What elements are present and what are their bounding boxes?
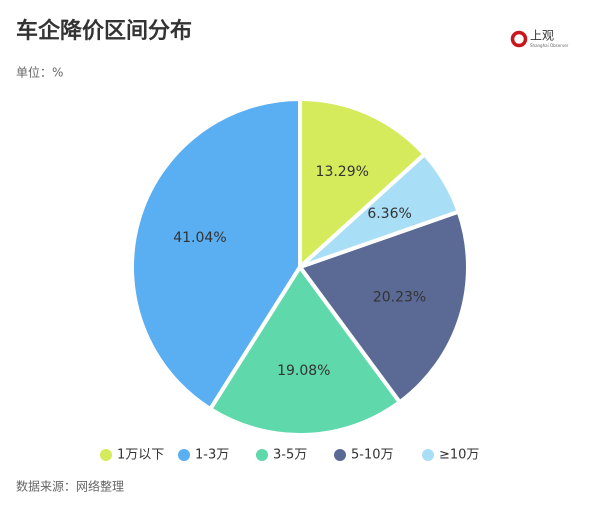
legend-marker: [422, 449, 434, 461]
pie-slice: [298, 152, 461, 269]
data-label: 41.04%: [173, 230, 226, 246]
logo-icon: [510, 30, 528, 48]
data-label: 19.08%: [277, 363, 330, 379]
logo-name: 上观: [530, 29, 554, 43]
data-label: 20.23%: [373, 290, 426, 306]
data-label: 6.36%: [367, 206, 411, 222]
legend-label: 3-5万: [273, 448, 307, 463]
chart-source: 数据来源：网络整理: [16, 479, 124, 494]
logo: 上观 Shanghai Observer: [510, 29, 569, 48]
legend-marker: [100, 449, 112, 461]
legend-label: 1-3万: [195, 448, 229, 463]
pie-slice: [208, 265, 402, 437]
legend-marker: [256, 449, 268, 461]
chart-title: 车企降价区间分布: [16, 18, 192, 44]
legend-marker: [178, 449, 190, 461]
chart-subtitle: 单位：%: [16, 65, 63, 80]
logo-subtitle: Shanghai Observer: [530, 43, 569, 48]
legend-label: 5-10万: [351, 448, 394, 463]
pie-slice: [298, 97, 427, 269]
legend-label: 1万以下: [117, 448, 164, 463]
legend-marker: [334, 449, 346, 461]
legend-label: ≥10万: [439, 448, 479, 463]
data-label: 13.29%: [316, 164, 369, 180]
pie-slice: [298, 209, 470, 405]
